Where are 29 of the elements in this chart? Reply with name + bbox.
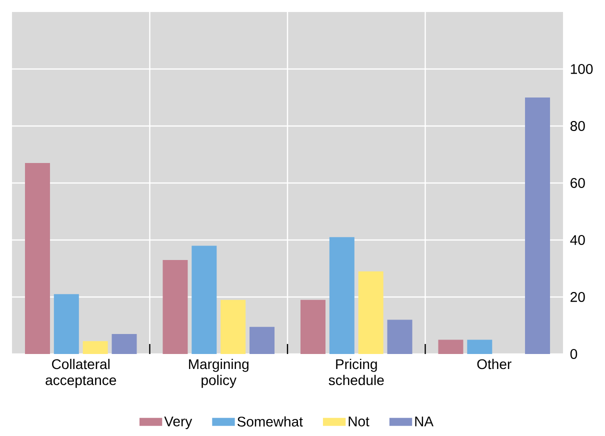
bar	[220, 300, 246, 354]
y-tick-label: 40	[570, 235, 585, 245]
y-tick-label: 20	[570, 292, 585, 302]
bar	[82, 341, 108, 354]
legend-label: Not	[348, 416, 370, 426]
bar	[329, 237, 354, 354]
bar	[358, 271, 384, 354]
bar	[300, 300, 326, 354]
x-tick-label: Margining policy	[189, 358, 248, 388]
y-tick-label: 100	[570, 64, 593, 74]
y-tick-label: 60	[570, 178, 585, 188]
y-tick-label: 0	[570, 349, 578, 359]
bar	[112, 334, 137, 354]
bar	[162, 260, 188, 354]
legend-label: Somewhat	[237, 416, 303, 427]
bar	[250, 326, 275, 354]
legend-label: Very	[164, 416, 192, 430]
bar	[467, 340, 492, 354]
legend-label: NA	[415, 416, 434, 426]
x-tick-label: Collateral acceptance	[46, 358, 116, 388]
x-tick-label: Pricing schedule	[328, 358, 384, 386]
x-tick-label: Other	[477, 358, 512, 370]
bar	[525, 97, 550, 354]
bar	[24, 163, 50, 354]
bar	[192, 246, 217, 354]
bar	[54, 294, 79, 354]
bar	[438, 340, 464, 354]
bar	[387, 320, 412, 354]
y-tick-label: 80	[570, 121, 585, 131]
